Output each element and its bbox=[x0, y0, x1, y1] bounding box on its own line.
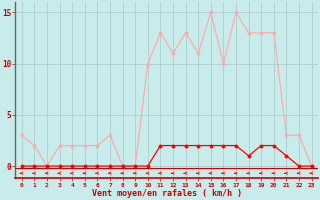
X-axis label: Vent moyen/en rafales ( km/h ): Vent moyen/en rafales ( km/h ) bbox=[92, 189, 242, 198]
